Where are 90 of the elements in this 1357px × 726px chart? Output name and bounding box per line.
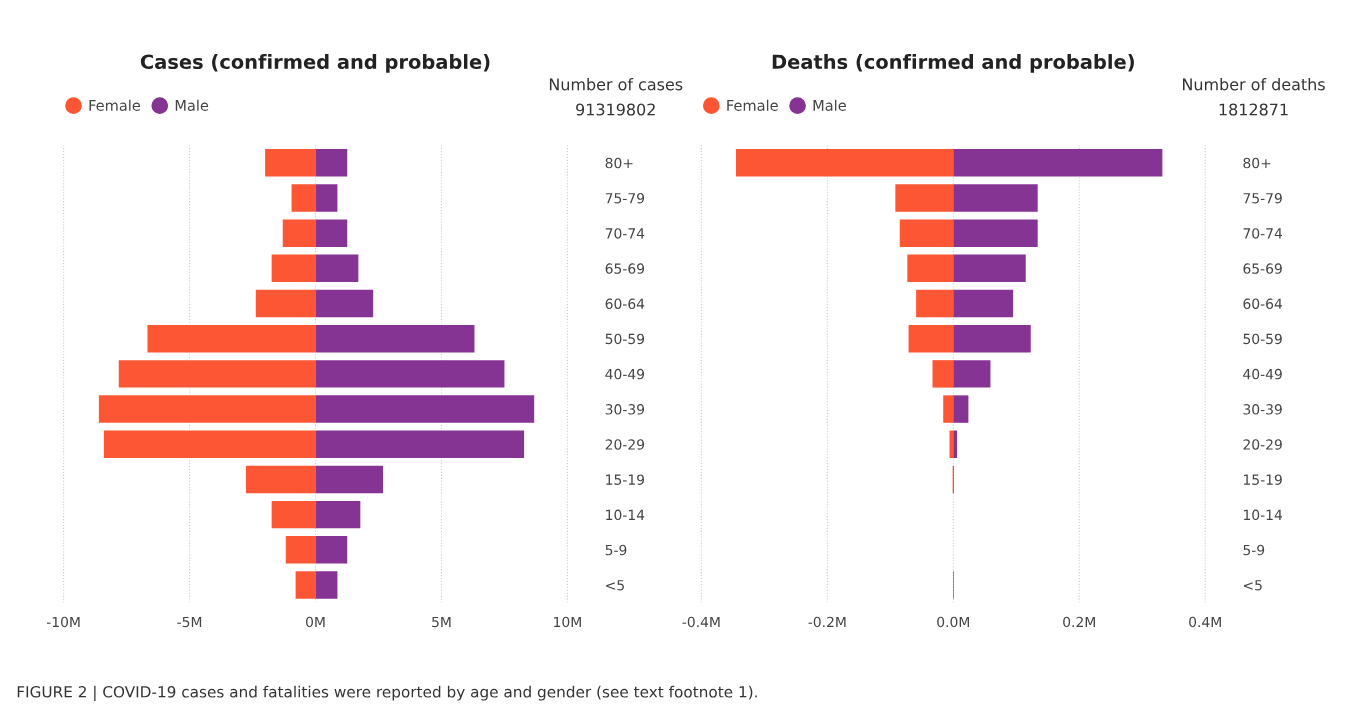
y-tick-label: 75-79 (1243, 192, 1282, 204)
text: Number of cases (549, 78, 683, 91)
bar (315, 571, 338, 599)
y-tick-label: <5 (606, 580, 624, 591)
x-tick-label: 0.2M (1063, 616, 1095, 628)
x-tick-label: 0M (306, 616, 325, 628)
y-tick-label: 30-39 (605, 404, 645, 415)
x-tick-label: -5M (177, 616, 202, 628)
text: Number of deaths (1183, 78, 1325, 91)
y-tick-label: 50-59 (1243, 333, 1282, 345)
y-tick-label: 40-49 (1243, 368, 1282, 380)
y-tick-label: <5 (1243, 580, 1262, 591)
bar (315, 360, 505, 388)
bar (943, 395, 954, 423)
y-tick-label: 65-69 (1243, 263, 1282, 274)
y-tick-label: 5-9 (605, 544, 627, 556)
bar (899, 219, 954, 247)
text: 1812871 (1219, 103, 1288, 116)
chart-title: Cases (confirmed and probable) (140, 54, 490, 73)
y-tick-label: 40-49 (605, 368, 645, 380)
bar (908, 324, 954, 353)
y-tick-label: 10-14 (1243, 509, 1283, 521)
bar (98, 395, 316, 423)
y-tick-label: 70-74 (605, 228, 645, 239)
bar (315, 184, 338, 212)
y-tick-label: 20-29 (605, 439, 645, 450)
legend-label: Male (813, 99, 846, 111)
y-tick-label: 50-59 (605, 333, 645, 345)
y-tick-label: 10-14 (606, 509, 645, 521)
bar (895, 184, 954, 212)
bar (315, 289, 374, 318)
bar (271, 500, 316, 529)
text: 91319802 (576, 103, 655, 116)
bar (953, 149, 1163, 177)
caption: FIGURE 2 | COVID-19 cases and fatalities were reported by age and gender (see text footnote 1). (17, 685, 757, 701)
bar (932, 360, 954, 388)
x-tick-label: 0.4M (1189, 616, 1221, 628)
bar (147, 324, 316, 353)
x-tick-label: -0.4M (682, 616, 720, 628)
bar (953, 360, 991, 388)
x-tick-label: 0.0M (937, 616, 969, 628)
y-tick-label: 65-69 (605, 263, 645, 274)
x-tick-label: 5M (432, 616, 451, 628)
bar (245, 465, 316, 494)
y-tick-label: 60-64 (1243, 298, 1283, 309)
bar (315, 465, 384, 494)
bar (916, 289, 954, 318)
bar (315, 324, 475, 353)
legend-label: Female (727, 99, 778, 111)
y-tick-label: 60-64 (605, 298, 645, 309)
bar (291, 184, 316, 212)
bar (315, 219, 348, 247)
y-tick-label: 80+ (1243, 157, 1271, 169)
chart-title: Deaths (confirmed and probable) (772, 54, 1134, 73)
legend-label: Male (175, 99, 209, 111)
y-tick-label: 70-74 (1243, 228, 1283, 239)
bar (265, 149, 316, 177)
x-tick-label: 10M (554, 616, 581, 628)
bar (953, 395, 969, 423)
y-tick-label: 75-79 (605, 192, 645, 204)
bar (315, 430, 525, 458)
y-tick-label: 5-9 (1243, 544, 1265, 556)
bar (315, 149, 348, 177)
bar (953, 430, 958, 458)
bar (315, 500, 361, 529)
bar (255, 289, 316, 318)
y-tick-label: 15-19 (1243, 474, 1282, 485)
bar (315, 536, 348, 564)
bar (315, 254, 359, 283)
y-tick-label: 15-19 (606, 474, 645, 485)
y-tick-label: 30-39 (1243, 404, 1282, 415)
bar (953, 324, 1031, 353)
bar (953, 219, 1038, 247)
bar (282, 219, 316, 247)
x-tick-label: -0.2M (808, 616, 846, 628)
bar (907, 254, 954, 283)
x-tick-label: -10M (46, 616, 80, 628)
bar (953, 289, 1014, 318)
bar (315, 395, 535, 423)
bar (271, 254, 316, 283)
bar (736, 149, 954, 177)
bar (953, 254, 1026, 283)
y-tick-label: 20-29 (1243, 439, 1282, 450)
bar (103, 430, 316, 458)
bar (285, 536, 316, 564)
legend-label: Female (89, 99, 141, 111)
bar (953, 184, 1038, 212)
bar (295, 571, 316, 599)
bar (118, 360, 316, 388)
y-tick-label: 80+ (605, 157, 633, 169)
